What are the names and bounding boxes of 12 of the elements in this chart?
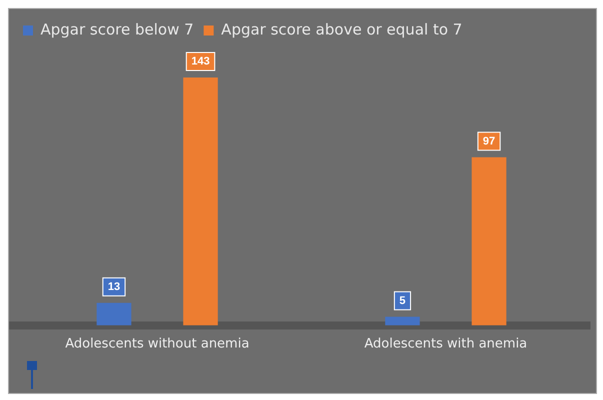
legend-label: Apgar score above or equal to 7 bbox=[221, 20, 462, 38]
x-tick-label: Adolescents without anemia bbox=[65, 336, 250, 352]
x-tick-label: Adolescents with anemia bbox=[364, 336, 528, 352]
data-label: 13 bbox=[108, 280, 120, 293]
data-label: 143 bbox=[191, 56, 210, 68]
bar bbox=[96, 302, 132, 326]
bar bbox=[472, 157, 506, 326]
data-label: 5 bbox=[399, 294, 406, 307]
data-label: 97 bbox=[482, 135, 496, 148]
bar bbox=[385, 316, 420, 326]
legend-label: Apgar score below 7 bbox=[40, 20, 194, 38]
bar bbox=[183, 77, 218, 326]
